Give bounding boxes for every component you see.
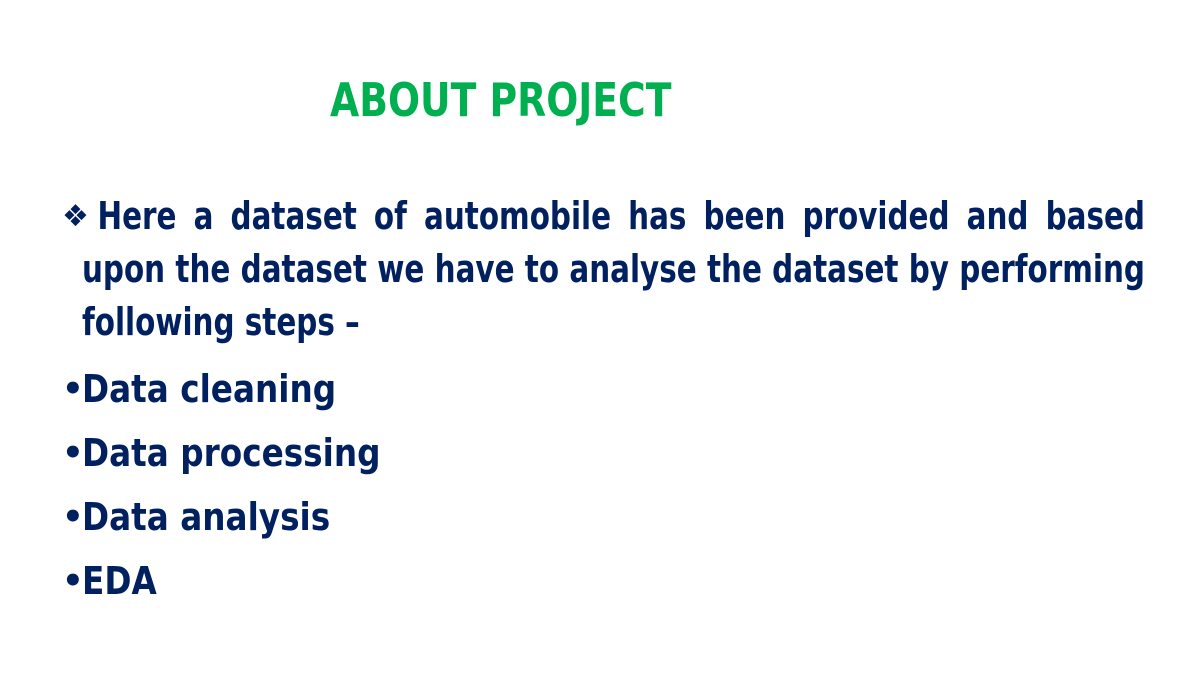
list-item: • Data analysis xyxy=(62,491,1152,555)
intro-paragraph: ❖ Here a dataset of automobile has been … xyxy=(62,190,1152,349)
diamond-bullet-icon: ❖ xyxy=(62,199,89,234)
steps-list: • Data cleaning • Data processing • Data… xyxy=(62,363,1152,619)
list-item: • Data processing xyxy=(62,427,1152,491)
bullet-icon: • xyxy=(62,561,84,601)
step-label: Data analysis xyxy=(82,495,331,539)
bullet-icon: • xyxy=(62,497,84,537)
step-label: Data processing xyxy=(82,431,381,475)
page-title: ABOUT PROJECT xyxy=(330,73,672,127)
bullet-icon: • xyxy=(62,369,84,409)
step-label: Data cleaning xyxy=(82,367,337,411)
bullet-icon: • xyxy=(62,433,84,473)
slide-content: ❖ Here a dataset of automobile has been … xyxy=(62,190,1152,619)
step-label: EDA xyxy=(82,559,157,603)
list-item: • EDA xyxy=(62,555,1152,619)
intro-text: Here a dataset of automobile has been pr… xyxy=(82,194,1145,344)
list-item: • Data cleaning xyxy=(62,363,1152,427)
